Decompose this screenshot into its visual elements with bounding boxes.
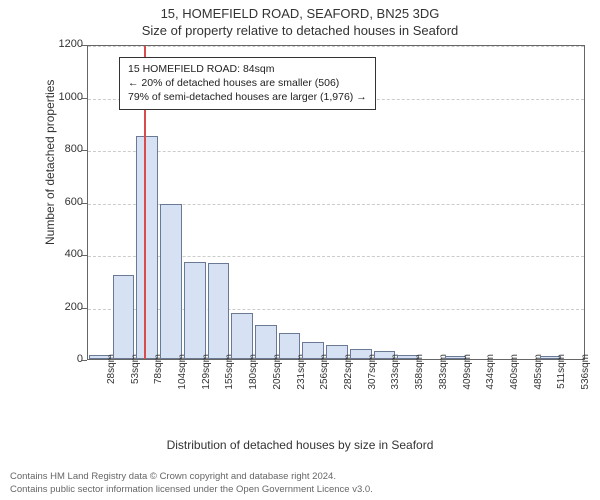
x-tick-label: 511sqm bbox=[556, 354, 567, 404]
histogram-bar bbox=[113, 275, 135, 359]
x-tick-label: 485sqm bbox=[533, 354, 544, 404]
x-tick-label: 129sqm bbox=[201, 354, 212, 404]
y-tick-mark bbox=[82, 308, 87, 309]
histogram-bar bbox=[208, 263, 230, 359]
y-tick-mark bbox=[82, 203, 87, 204]
histogram-bar bbox=[136, 136, 158, 359]
annotation-line: 15 HOMEFIELD ROAD: 84sqm bbox=[128, 62, 367, 76]
annotation-box: 15 HOMEFIELD ROAD: 84sqm ← 20% of detach… bbox=[119, 57, 376, 110]
histogram-bar bbox=[160, 204, 182, 359]
x-tick-label: 256sqm bbox=[319, 354, 330, 404]
y-tick-label: 600 bbox=[53, 196, 83, 208]
x-tick-label: 307sqm bbox=[367, 354, 378, 404]
footer-line: Contains HM Land Registry data © Crown c… bbox=[10, 471, 373, 483]
histogram-bar bbox=[184, 262, 206, 359]
x-tick-label: 205sqm bbox=[272, 354, 283, 404]
y-tick-mark bbox=[82, 360, 87, 361]
x-tick-label: 104sqm bbox=[177, 354, 188, 404]
y-tick-mark bbox=[82, 98, 87, 99]
x-tick-label: 180sqm bbox=[248, 354, 259, 404]
x-tick-label: 333sqm bbox=[390, 354, 401, 404]
x-tick-label: 28sqm bbox=[106, 354, 117, 404]
x-axis-label: Distribution of detached houses by size … bbox=[0, 438, 600, 452]
chart-container: Number of detached properties 28sqm53sqm… bbox=[45, 45, 590, 400]
x-tick-label: 231sqm bbox=[296, 354, 307, 404]
y-tick-mark bbox=[82, 255, 87, 256]
gridline bbox=[88, 46, 584, 47]
page-title-line2: Size of property relative to detached ho… bbox=[0, 21, 600, 38]
x-tick-label: 358sqm bbox=[414, 354, 425, 404]
x-tick-label: 409sqm bbox=[462, 354, 473, 404]
x-tick-label: 155sqm bbox=[224, 354, 235, 404]
annotation-line: ← 20% of detached houses are smaller (50… bbox=[128, 76, 367, 90]
x-tick-label: 460sqm bbox=[509, 354, 520, 404]
x-tick-label: 78sqm bbox=[153, 354, 164, 404]
y-tick-mark bbox=[82, 150, 87, 151]
x-tick-label: 536sqm bbox=[580, 354, 591, 404]
page-title-line1: 15, HOMEFIELD ROAD, SEAFORD, BN25 3DG bbox=[0, 0, 600, 21]
y-tick-label: 1200 bbox=[53, 38, 83, 50]
y-axis-label: Number of detached properties bbox=[43, 80, 57, 245]
histogram-bar bbox=[231, 313, 253, 359]
x-tick-label: 282sqm bbox=[343, 354, 354, 404]
footer-attribution: Contains HM Land Registry data © Crown c… bbox=[10, 471, 373, 496]
annotation-line: 79% of semi-detached houses are larger (… bbox=[128, 90, 367, 104]
x-tick-label: 53sqm bbox=[130, 354, 141, 404]
y-tick-mark bbox=[82, 45, 87, 46]
y-tick-label: 1000 bbox=[53, 91, 83, 103]
x-tick-label: 434sqm bbox=[485, 354, 496, 404]
y-tick-label: 800 bbox=[53, 143, 83, 155]
y-tick-label: 400 bbox=[53, 248, 83, 260]
y-tick-label: 0 bbox=[53, 353, 83, 365]
footer-line: Contains public sector information licen… bbox=[10, 484, 373, 496]
y-tick-label: 200 bbox=[53, 301, 83, 313]
gridline bbox=[88, 151, 584, 152]
x-tick-label: 383sqm bbox=[438, 354, 449, 404]
